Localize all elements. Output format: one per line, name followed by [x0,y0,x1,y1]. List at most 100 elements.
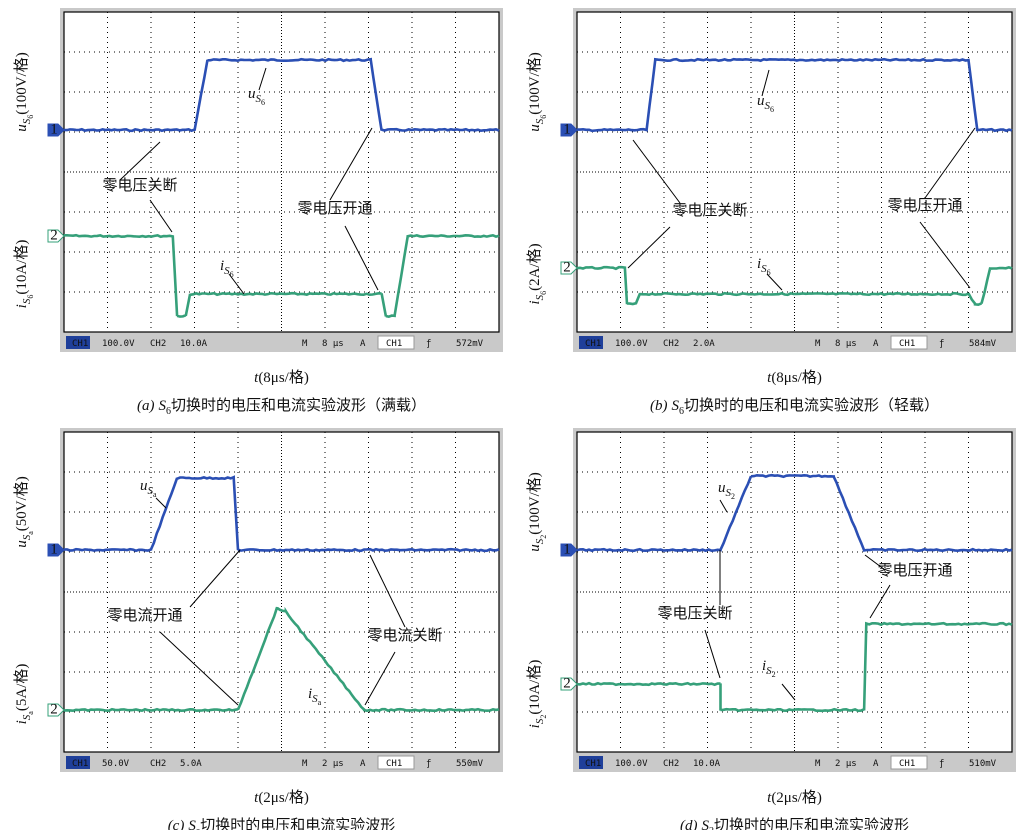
symbol: u [527,124,543,132]
x-axis-label: t(2μs/格) [254,789,309,806]
caption-text: 切换时的电压和电流实验波形（轻载） [684,397,939,414]
status-text: 10.0A [693,759,721,769]
scale: (100V/格) [526,472,543,535]
scale: (8μs/格) [771,369,822,386]
scale: (50V/格) [13,476,30,531]
status-text: 8 μs [835,339,857,349]
status-text: CH2 [150,339,166,349]
y-axis-label: iS6(2A/格) [526,243,548,304]
status-text: CH1 [72,339,88,349]
status-text: M [302,759,308,769]
symbol: u [527,544,543,552]
status-text: 100.0V [615,339,648,349]
caption-text: 切换时的电压和电流实验波形 [714,817,909,830]
status-text: 2 μs [322,759,344,769]
scale: (2μs/格) [258,789,309,806]
status-text: M [302,339,308,349]
caption-tag: (c) [168,818,185,830]
channel-marker: 1 [50,542,58,558]
status-text: CH1 [899,339,915,349]
status-text: 8 μs [322,339,344,349]
scale: (10A/格) [13,240,30,295]
status-text: CH1 [72,759,88,769]
y-axis-label: uS6(100V/格) [526,52,548,132]
status-text: 100.0V [615,759,648,769]
x-axis-label: t(8μs/格) [767,369,822,386]
status-text: 2 μs [835,759,857,769]
symbol: u [757,93,765,109]
symbol: u [140,478,148,494]
annotation: 零电压关断 [657,605,732,622]
channel-marker: 1 [563,122,571,138]
symbol: u [14,540,30,548]
caption: (d)S2切换时的电压和电流实验波形 [680,817,909,830]
scale: (5A/格) [13,664,30,712]
sub-subscript: 6 [770,105,774,114]
caption-text: 切换时的电压和电流实验波形（满载） [171,397,426,414]
status-text: ƒ [426,339,431,349]
status-text: 100.0V [102,339,135,349]
status-text: M [815,759,821,769]
panel: 1 2 CH1 100.0V CH2 2.0A M 8 μs A CH1 ƒ 584mV uS6(100… [526,8,1016,417]
status-text: 2.0A [693,339,715,349]
sub-subscript: 2 [731,492,735,501]
y-axis-label: iSa(5A/格) [13,664,35,725]
y-axis-label: iS2(10A/格) [526,660,548,729]
caption-text: 切换时的电压和电流实验波形 [200,817,395,830]
status-text: A [873,339,879,349]
status-text: A [873,759,879,769]
annotation: 零电压开通 [877,562,952,579]
status-text: 510mV [969,759,997,769]
status-text: 50.0V [102,759,130,769]
status-text: CH1 [585,339,601,349]
scale: (2A/格) [526,243,543,291]
channel-marker: 1 [50,122,58,138]
sub-subscript: 2 [772,670,776,679]
caption-tag: (a) [137,398,155,414]
symbol: u [248,86,256,102]
scale: (100V/格) [526,52,543,115]
channel-marker: 2 [50,702,58,718]
channel-marker: 1 [563,542,571,558]
annotation: 零电压开通 [887,197,962,214]
annotation: 零电压关断 [102,177,177,194]
caption: (c)Sa切换时的电压和电流实验波形 [168,817,396,830]
status-text: ƒ [939,339,944,349]
status-text: ƒ [939,759,944,769]
annotation: 零电压关断 [672,202,747,219]
sub-subscript: 6 [261,98,265,107]
x-axis-label: t(8μs/格) [254,369,309,386]
figure: 1 2 CH1 100.0V CH2 10.0A M 8 μs A CH1 ƒ 572mV uS6(10… [0,0,1029,830]
caption-tag: (d) [680,818,698,830]
caption: (a)S6切换时的电压和电流实验波形（满载） [137,397,426,417]
symbol: u [14,124,30,132]
scale: (100V/格) [13,52,30,115]
channel-marker: 2 [563,260,571,276]
status-text: CH1 [386,759,402,769]
status-text: CH2 [663,339,679,349]
status-text: 572mV [456,339,484,349]
symbol: u [718,480,726,496]
sub-subscript: a [318,698,322,707]
y-axis-label: uS2(100V/格) [526,472,548,552]
status-text: 550mV [456,759,484,769]
y-axis-label: uSa(50V/格) [13,476,35,548]
channel-marker: 2 [50,228,58,244]
sub-subscript: a [153,490,157,499]
status-text: A [360,339,366,349]
status-text: A [360,759,366,769]
panel: 12CH1100.0VCH210.0AM8 μsACH1ƒ572mVuS6(10… [13,8,503,417]
caption-tag: (b) [650,398,668,414]
status-text: CH2 [150,759,166,769]
status-text: CH1 [899,759,915,769]
status-text: M [815,339,821,349]
status-text: 584mV [969,339,997,349]
scale: (8μs/格) [258,369,309,386]
channel-marker: 2 [563,676,571,692]
scale: (10A/格) [526,660,543,715]
scale: (2μs/格) [771,789,822,806]
annotation: 零电压开通 [297,200,372,217]
annotation: 零电流开通 [107,607,182,624]
